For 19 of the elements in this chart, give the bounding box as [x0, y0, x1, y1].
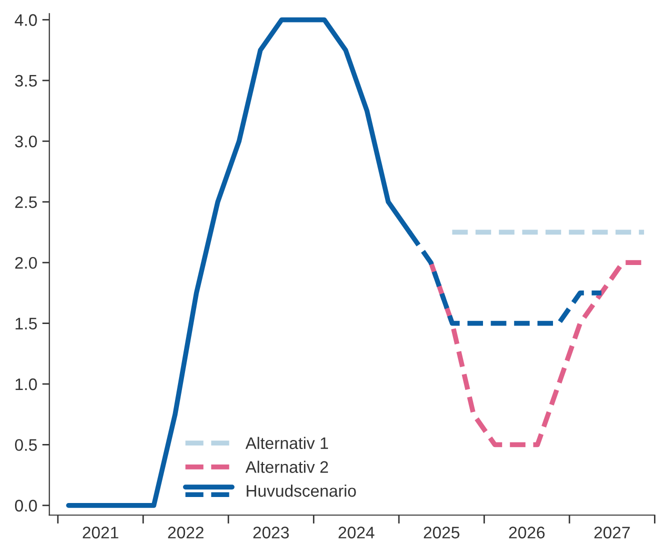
x-tick-label: 2023	[253, 526, 289, 538]
x-tick-label: 2022	[168, 526, 204, 538]
y-tick-label: 3.0	[15, 136, 37, 148]
x-tick-label: 2026	[509, 526, 545, 538]
y-tick-label: 1.0	[16, 378, 37, 390]
x-tick-label: 2027	[594, 526, 630, 538]
x-tick-label: 2025	[424, 526, 460, 538]
x-tick-label: 2024	[338, 526, 374, 538]
legend-label: Huvudscenario	[246, 484, 356, 497]
y-tick-label: 2.0	[15, 256, 37, 269]
x-tick-label: 2021	[82, 526, 118, 538]
y-tick-label: 0.0	[15, 500, 37, 512]
y-tick-label: 3.5	[15, 74, 37, 87]
legend-label: Alternativ 1	[245, 436, 328, 450]
y-tick-label: 1.5	[16, 318, 37, 330]
y-tick-label: 2.5	[15, 196, 37, 208]
legend-label: Alternativ 2	[245, 460, 328, 473]
y-tick-label: 4.0	[14, 14, 37, 26]
y-tick-label: 0.5	[15, 439, 37, 451]
